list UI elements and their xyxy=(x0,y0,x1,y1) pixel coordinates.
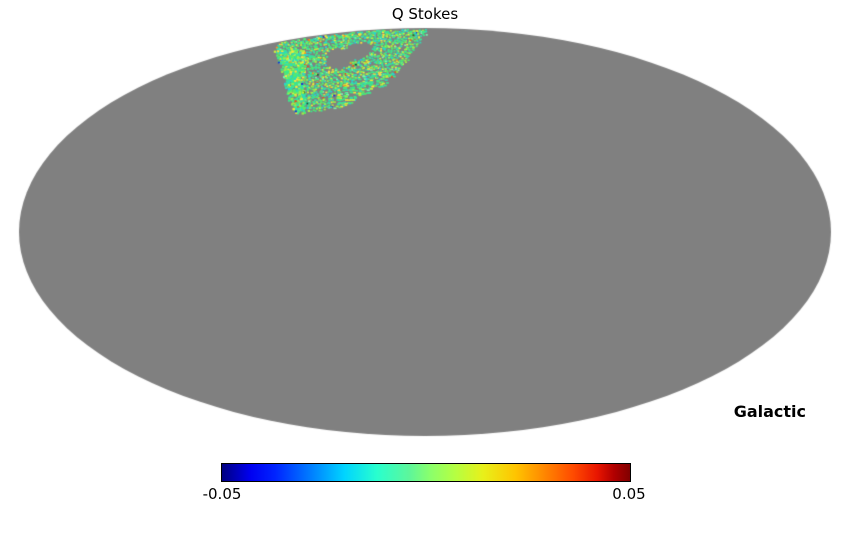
colorbar-min-label: -0.05 xyxy=(202,485,242,503)
colorbar xyxy=(221,463,631,482)
colorbar-gradient xyxy=(222,464,630,481)
map-title: Q Stokes xyxy=(391,5,459,23)
coordinate-system-label: Galactic xyxy=(733,402,806,421)
colorbar-max-label: 0.05 xyxy=(612,485,646,503)
